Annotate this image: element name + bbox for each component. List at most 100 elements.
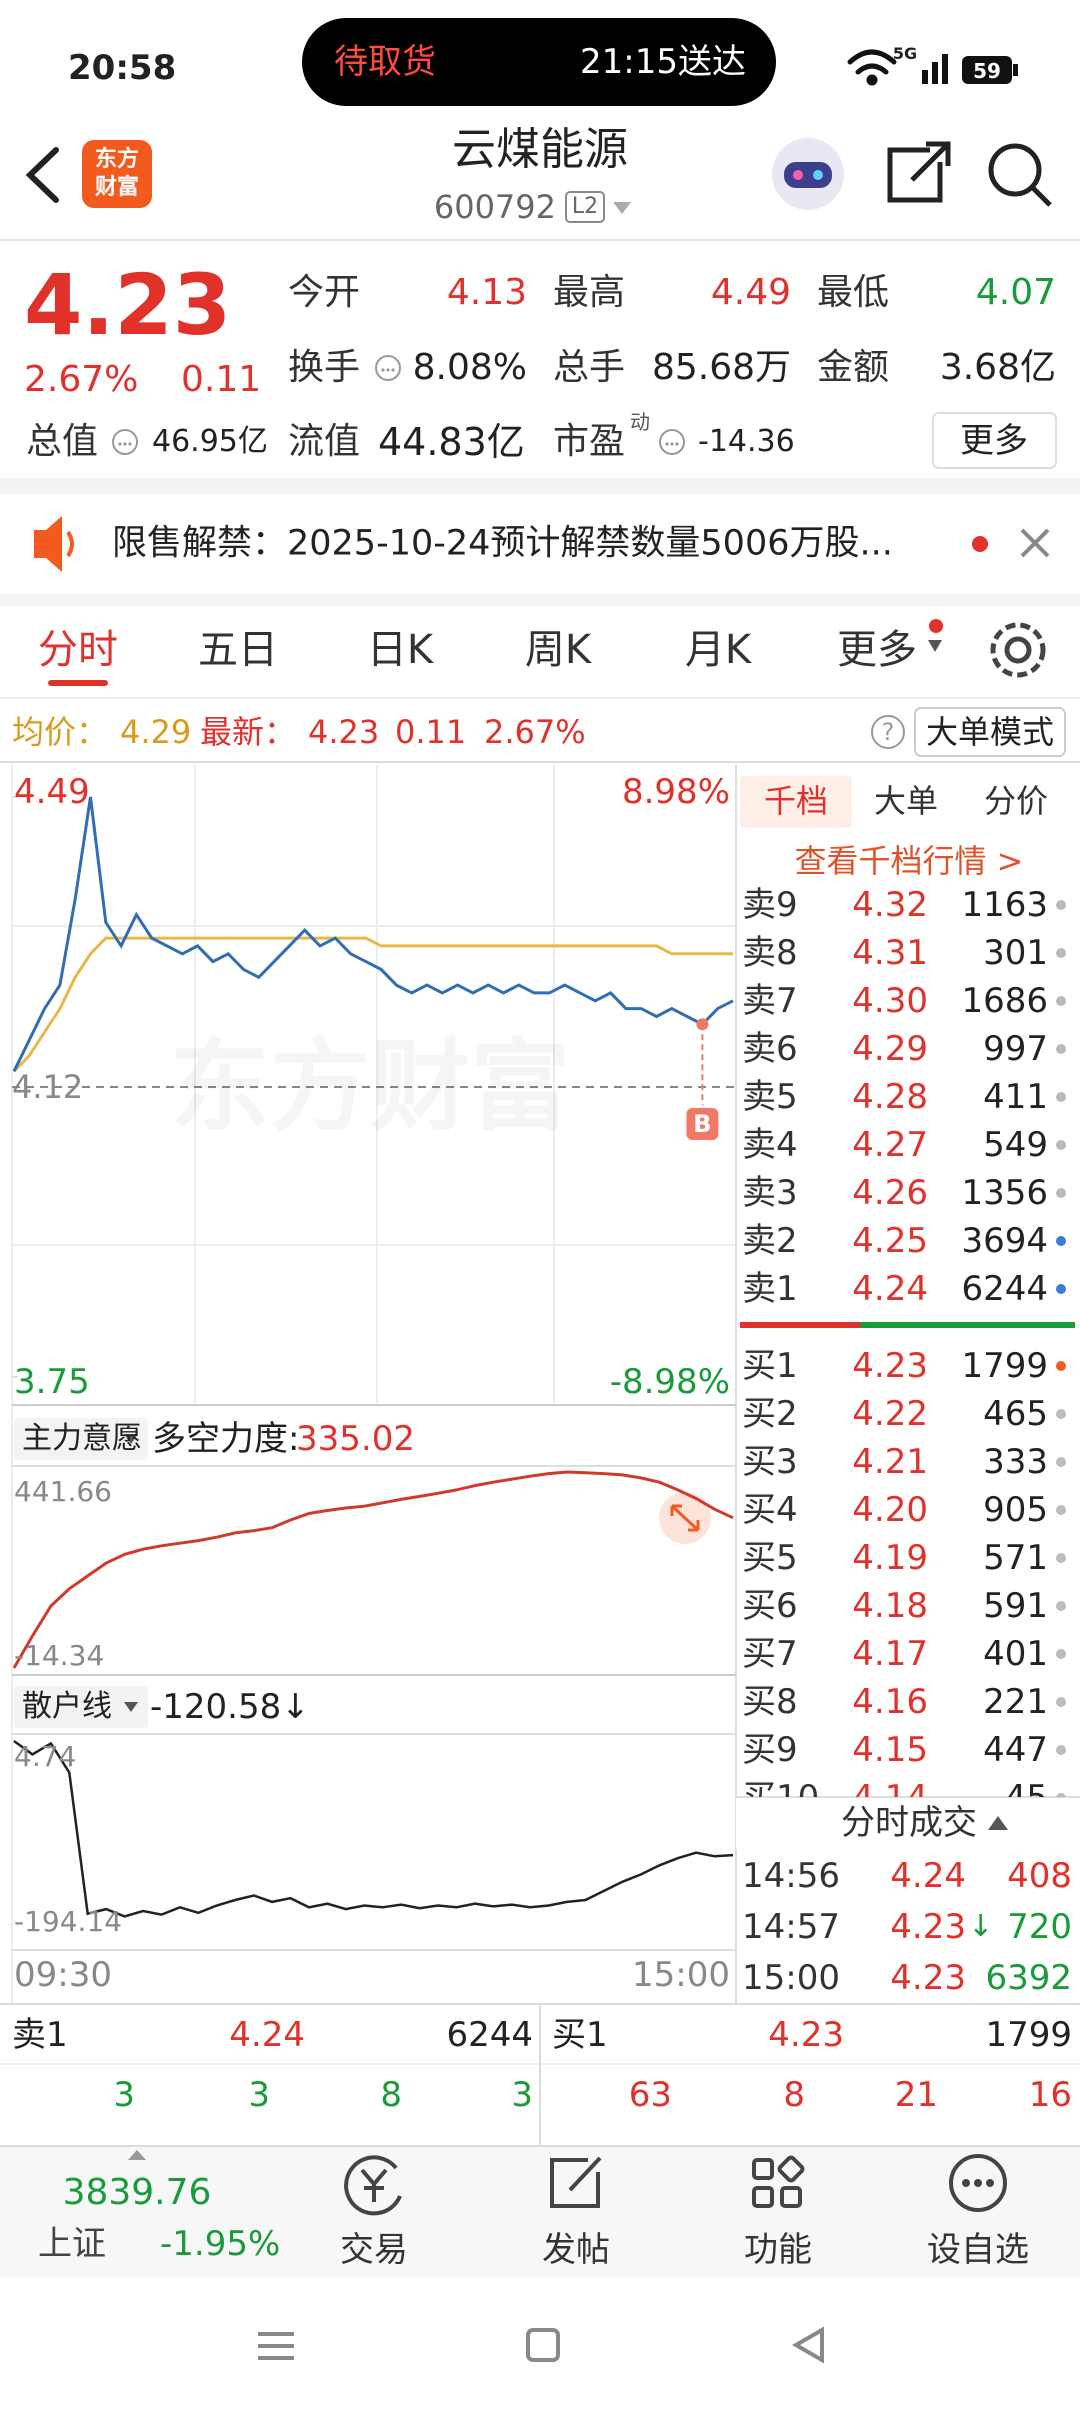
book-level: 买5 bbox=[742, 1538, 798, 1578]
y-tick-label: 4.49 bbox=[14, 772, 90, 812]
field-value: 3.68亿 bbox=[939, 347, 1056, 388]
notice-text[interactable]: 限售解禁：2025-10-24预计解禁数量5006万股... bbox=[112, 523, 893, 564]
level-volume: 6244 bbox=[446, 2015, 533, 2055]
stock-name: 云煤能源 bbox=[452, 124, 628, 175]
nav-item[interactable]: 设自选 bbox=[927, 2230, 1029, 2270]
logo bbox=[82, 140, 152, 208]
book-level: 买10 bbox=[742, 1781, 819, 1797]
back-icon[interactable] bbox=[25, 147, 59, 203]
level-count: 21 bbox=[894, 2075, 938, 2115]
book-tab-active[interactable] bbox=[740, 776, 852, 828]
help-icon[interactable] bbox=[871, 715, 905, 749]
last-price: 4.23 bbox=[24, 256, 232, 354]
tab[interactable]: 五日 bbox=[198, 627, 278, 673]
signal-icon bbox=[922, 54, 948, 84]
field-value: 4.07 bbox=[975, 272, 1056, 313]
tab[interactable]: 分时 bbox=[38, 627, 118, 673]
book-volume: 997 bbox=[983, 1029, 1048, 1069]
band bbox=[0, 478, 1080, 494]
book-price: 4.18 bbox=[852, 1586, 928, 1626]
book-dot bbox=[1056, 1601, 1066, 1611]
trade-price: 4.23 bbox=[890, 1958, 966, 1998]
avg-value: 4.29 bbox=[120, 713, 192, 751]
close-icon[interactable] bbox=[1020, 528, 1050, 558]
function-icon[interactable] bbox=[752, 2155, 805, 2208]
book-price: 4.14 bbox=[852, 1781, 928, 1797]
book-tab[interactable]: 大单 bbox=[873, 782, 939, 820]
book-dot bbox=[1056, 996, 1066, 1006]
mode-button[interactable] bbox=[914, 707, 1066, 757]
book-dot bbox=[1056, 1140, 1066, 1150]
indicator-selector[interactable]: 主力意愿 bbox=[22, 1421, 142, 1456]
nav-item[interactable]: 发帖 bbox=[542, 2230, 610, 2270]
search-icon[interactable] bbox=[988, 143, 1052, 207]
field-value: 46.95亿 bbox=[152, 424, 268, 459]
book-tab[interactable]: 千档 bbox=[763, 782, 829, 820]
book-price: 4.31 bbox=[852, 933, 928, 973]
index-value[interactable]: 3839.76 bbox=[62, 2172, 212, 2213]
tab[interactable]: 周K bbox=[524, 627, 592, 673]
trade-price: 4.24 bbox=[890, 1856, 966, 1896]
book-volume: 45 bbox=[1005, 1781, 1048, 1797]
field-label: 换手 bbox=[288, 347, 361, 388]
speaker-wave bbox=[66, 530, 74, 558]
book-link[interactable]: 查看千档行情 > bbox=[794, 842, 1024, 880]
post-icon[interactable] bbox=[550, 2156, 602, 2208]
trade-volume: 720 bbox=[1007, 1907, 1072, 1947]
trade-time: 14:56 bbox=[742, 1856, 840, 1896]
selector-box[interactable] bbox=[14, 1686, 148, 1728]
mode-button-text[interactable]: 大单模式 bbox=[925, 713, 1055, 751]
more-button[interactable] bbox=[932, 412, 1057, 469]
change: 0.11 bbox=[181, 359, 262, 400]
info-icon bbox=[112, 429, 138, 455]
nav-item[interactable]: 交易 bbox=[340, 2230, 408, 2270]
level-count: 3 bbox=[511, 2075, 533, 2115]
speaker-icon bbox=[34, 516, 62, 572]
system-nav[interactable] bbox=[258, 2326, 824, 2364]
battery-icon bbox=[962, 56, 1012, 84]
robot-eye bbox=[813, 170, 823, 180]
tab[interactable]: 更多 bbox=[837, 627, 917, 673]
settings-icon[interactable] bbox=[990, 622, 1046, 678]
book-dot bbox=[1056, 1745, 1066, 1755]
field-label: 今开 bbox=[288, 272, 361, 313]
bottom-nav bbox=[0, 2146, 1080, 2278]
book-dot bbox=[1056, 1044, 1066, 1054]
book-dot bbox=[1056, 1409, 1066, 1419]
book-level: 买7 bbox=[742, 1634, 798, 1674]
y-tick-label: 3.75 bbox=[14, 1362, 90, 1402]
tab[interactable]: 日K bbox=[366, 627, 434, 673]
network-label: 5G bbox=[892, 44, 918, 63]
info-dot bbox=[670, 442, 674, 446]
level-badge-text: L2 bbox=[571, 194, 599, 219]
indicator-selector[interactable]: 散户线 bbox=[22, 1689, 112, 1724]
trades-title: 分时成交 bbox=[841, 1803, 977, 1843]
book-price: 4.32 bbox=[852, 885, 928, 925]
more-button-text[interactable]: 更多 bbox=[960, 421, 1028, 461]
book-volume: 905 bbox=[983, 1490, 1048, 1530]
selector-caret bbox=[124, 1434, 138, 1444]
robot-face bbox=[784, 162, 832, 188]
book-price: 4.28 bbox=[852, 1077, 928, 1117]
book-dot bbox=[1056, 1697, 1066, 1707]
book-tab[interactable]: 分价 bbox=[983, 782, 1049, 820]
y-tick-label: -194.14 bbox=[14, 1905, 123, 1938]
watch-icon[interactable] bbox=[949, 2154, 1007, 2212]
share-icon[interactable] bbox=[887, 141, 951, 203]
nav-item[interactable]: 功能 bbox=[744, 2230, 812, 2270]
dropdown-icon[interactable] bbox=[613, 202, 631, 214]
pct-label: -8.98% bbox=[609, 1362, 730, 1402]
trade-icon[interactable] bbox=[344, 2155, 402, 2216]
book-dot bbox=[1056, 1505, 1066, 1515]
book-level: 买9 bbox=[742, 1730, 798, 1770]
help-icon-text[interactable]: ? bbox=[881, 718, 895, 746]
selector-box[interactable] bbox=[14, 1418, 148, 1460]
book-volume: 1163 bbox=[961, 885, 1048, 925]
battery-level: 59 bbox=[973, 59, 1001, 83]
price-line bbox=[12, 796, 734, 1072]
info-dot bbox=[123, 442, 127, 446]
book-price: 4.26 bbox=[852, 1173, 928, 1213]
field-label: 最高 bbox=[553, 272, 626, 313]
tab[interactable]: 月K bbox=[684, 627, 752, 673]
